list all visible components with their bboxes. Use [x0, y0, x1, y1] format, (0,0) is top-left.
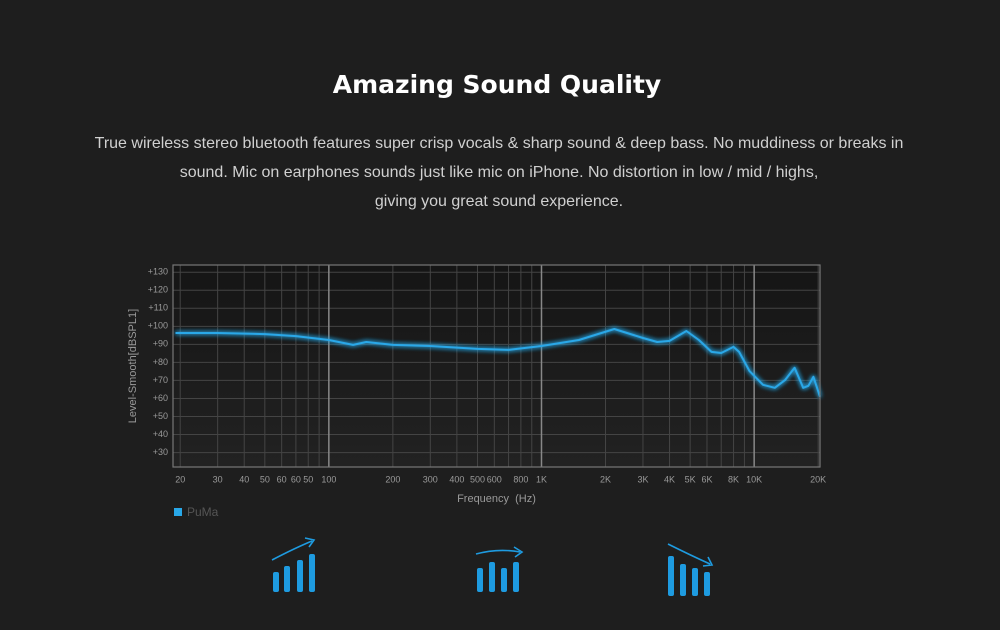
x-tick-label: 20	[175, 474, 185, 484]
x-tick-label: 60	[291, 474, 301, 484]
x-tick-label: 6K	[701, 474, 712, 484]
x-axis-label: Frequency (Hz)	[457, 493, 536, 505]
y-tick-label: +120	[148, 285, 168, 295]
legend-label: PuMa	[187, 505, 219, 519]
x-tick-label: 50	[260, 474, 270, 484]
icon-rising	[271, 537, 316, 592]
x-tick-label: 200	[385, 474, 400, 484]
y-tick-label: +60	[153, 393, 168, 403]
description-line: True wireless stereo bluetooth features …	[95, 135, 904, 152]
x-tick-label: 4K	[664, 474, 675, 484]
x-tick-label: 50	[303, 474, 313, 484]
y-tick-label: +90	[153, 339, 168, 349]
x-tick-label: 20K	[810, 474, 826, 484]
y-tick-label: +80	[153, 357, 168, 367]
y-tick-label: +100	[148, 321, 168, 331]
x-tick-label: 500	[470, 474, 485, 484]
x-tick-label: 40	[239, 474, 249, 484]
x-tick-label: 300	[423, 474, 438, 484]
plot-border	[172, 264, 821, 468]
x-tick-label: 2K	[600, 474, 611, 484]
plot-area	[173, 265, 820, 467]
x-tick-label: 1K	[536, 474, 547, 484]
chart: +30 +40 +50 +60 +70 +80 +90 +100 +110 +120 +130 20 3…	[127, 265, 826, 519]
description-line: sound. Mic on earphones sounds just like…	[180, 164, 819, 181]
series-line	[175, 328, 821, 398]
y-axis-label: Level-Smooth[dBSPL1]	[127, 309, 139, 423]
x-tick-label: 8K	[728, 474, 739, 484]
icon-flat	[475, 546, 524, 592]
y-tick-label: +70	[153, 375, 168, 385]
y-tick-label: +30	[153, 447, 168, 457]
description-line: giving you great sound experience.	[375, 193, 623, 210]
x-tick-label: 30	[213, 474, 223, 484]
x-tick-label: 800	[513, 474, 528, 484]
x-tick-label: 100	[321, 474, 336, 484]
y-tick-label: +40	[153, 429, 168, 439]
x-tick-label: 60	[277, 474, 287, 484]
x-tick-label: 10K	[746, 474, 762, 484]
x-tick-label: 400	[449, 474, 464, 484]
y-tick-label: +110	[148, 303, 168, 313]
x-tick-label: 3K	[637, 474, 648, 484]
y-tick-label: +50	[153, 411, 168, 421]
x-tick-label: 600	[487, 474, 502, 484]
y-tick-label: +130	[148, 267, 168, 277]
legend-swatch	[174, 508, 182, 516]
x-tick-label: 5K	[685, 474, 696, 484]
icon-falling	[667, 543, 714, 596]
title: Amazing Sound Quality	[333, 70, 661, 99]
